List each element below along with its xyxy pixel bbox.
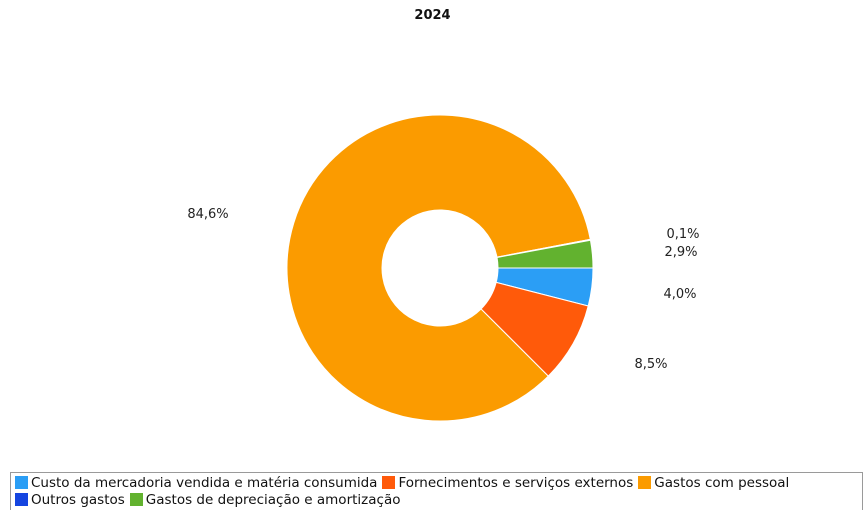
- legend-item[interactable]: Custo da mercadoria vendida e matéria co…: [15, 475, 377, 492]
- slice-label-2: 8,5%: [634, 357, 667, 372]
- legend-item[interactable]: Outros gastos: [15, 492, 125, 509]
- slices-group: [286, 114, 594, 422]
- legend-label: Custo da mercadoria vendida e matéria co…: [31, 475, 378, 491]
- legend-item[interactable]: Gastos com pessoal: [638, 475, 789, 492]
- donut-chart: 4,0% 8,5% 84,6% 0,1% 2,9%: [187, 114, 700, 422]
- legend-swatch: [15, 493, 28, 506]
- legend-swatch: [129, 493, 143, 506]
- legend-swatch: [15, 476, 28, 489]
- percent-labels-group: 4,0% 8,5% 84,6% 0,1% 2,9%: [187, 207, 699, 372]
- legend-row: Custo da mercadoria vendida e matéria co…: [15, 475, 862, 492]
- slice-label-3: 84,6%: [187, 207, 228, 222]
- legend: Custo da mercadoria vendida e matéria co…: [10, 472, 863, 510]
- legend-label: Gastos de depreciação e amortização: [145, 492, 401, 508]
- slice-3: [286, 114, 591, 422]
- legend-item[interactable]: Fornecimentos e serviços externos: [382, 475, 633, 492]
- legend-swatch: [638, 476, 652, 489]
- legend-item[interactable]: Gastos de depreciação e amortização: [129, 492, 401, 509]
- chart-title: 2024: [414, 8, 451, 23]
- slice-label-1: 4,0%: [663, 287, 696, 302]
- legend-label: Fornecimentos e serviços externos: [398, 475, 634, 491]
- slice-5: [496, 239, 594, 269]
- legend-row: Outros gastos Gastos de depreciação e amo…: [15, 492, 862, 509]
- legend-label: Gastos com pessoal: [654, 475, 790, 491]
- slice-label-5: 2,9%: [664, 245, 697, 260]
- slice-label-4: 0,1%: [666, 227, 699, 242]
- legend-label: Outros gastos: [31, 492, 125, 508]
- legend-swatch: [382, 476, 396, 489]
